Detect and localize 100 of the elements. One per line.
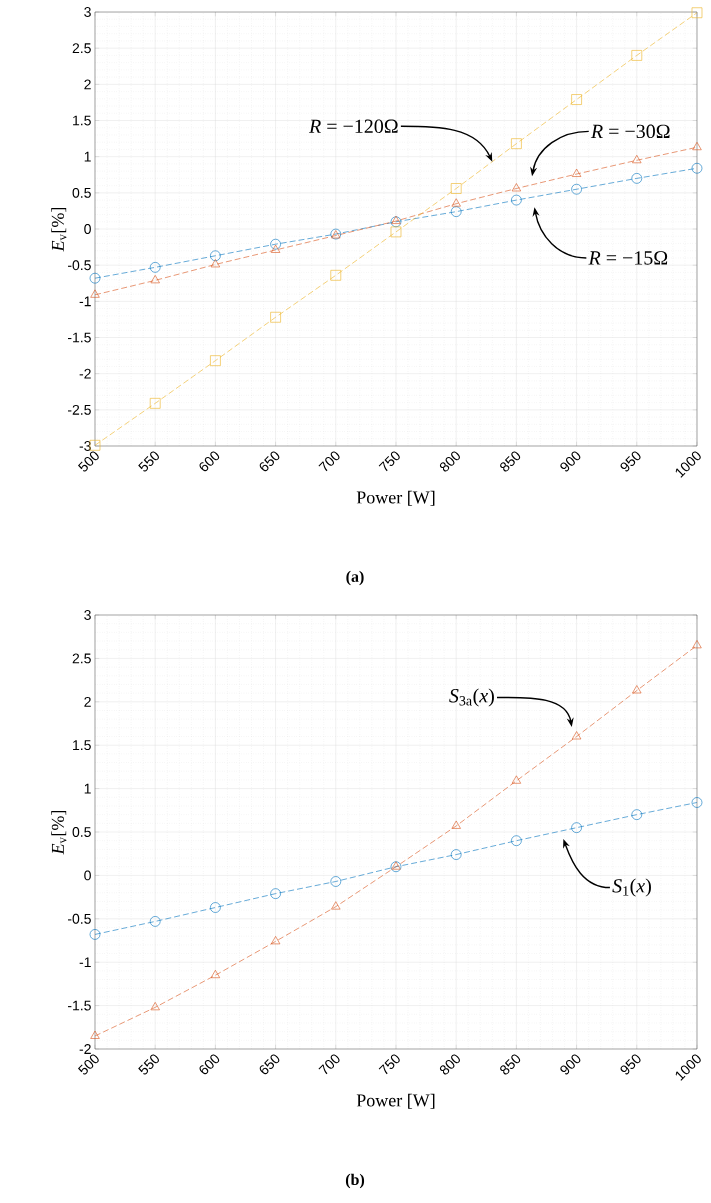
point (571, 822, 582, 833)
point (571, 731, 582, 740)
y-tick-label: 2 (84, 79, 91, 90)
point (691, 7, 703, 19)
annotation: S$_{1}$(x) (612, 878, 651, 897)
point (511, 194, 522, 206)
annotation: S$_{3a}$(x) (449, 688, 494, 707)
point (571, 94, 582, 105)
x-tick-label: 650 (259, 1054, 280, 1075)
x-tick-label: 800 (439, 1054, 460, 1075)
point (632, 685, 642, 694)
point (632, 155, 642, 164)
x-tick-label: 700 (318, 451, 340, 472)
annotation: R = −15Ω (588, 251, 668, 265)
y-tick-label: 1 (84, 151, 91, 162)
y-tick-label: -2 (79, 1044, 91, 1054)
x-tick-label: 500 (77, 451, 99, 472)
y-tick-label: -0.5 (67, 260, 91, 271)
point (571, 183, 582, 195)
point (511, 775, 522, 784)
x-tick-label: 750 (378, 451, 400, 472)
point (270, 238, 281, 250)
y-tick-label: -1.5 (67, 332, 91, 343)
point (571, 168, 582, 177)
x-tick-label: 700 (318, 1054, 340, 1075)
point (270, 311, 281, 323)
point (692, 141, 702, 151)
point (511, 183, 522, 192)
point (270, 888, 281, 899)
point (210, 969, 221, 979)
annotation: R = −30Ω (590, 124, 670, 139)
point (89, 929, 101, 940)
point (391, 215, 401, 224)
point (270, 244, 281, 253)
y-tick-label: -1 (79, 957, 91, 968)
x-tick-label: 850 (500, 1054, 521, 1075)
point (691, 797, 703, 808)
x-tick-label: 600 (199, 1054, 220, 1075)
point (330, 270, 342, 281)
y-tick-label: -1 (79, 296, 91, 307)
point (330, 876, 342, 887)
point (210, 355, 221, 366)
y-tick-label: 2.5 (72, 653, 91, 664)
y-tick-label: 0 (84, 870, 91, 881)
point (511, 835, 522, 846)
point (90, 1030, 100, 1039)
y-tick-label: 0.5 (72, 827, 91, 837)
y-tick-label: 0.5 (72, 187, 91, 198)
point (150, 1002, 160, 1011)
x-tick-label: 850 (500, 451, 521, 472)
y-tick-label: -2.5 (67, 404, 91, 415)
point (149, 262, 161, 273)
y-tick-label: 1.5 (73, 740, 91, 751)
point (631, 50, 643, 61)
x-tick-label: 900 (560, 451, 581, 472)
x-tick-label: 950 (620, 1054, 641, 1075)
text: (a) (346, 570, 364, 586)
point (450, 849, 462, 860)
point (270, 936, 281, 945)
x-tick-label: 600 (199, 451, 220, 472)
x-tick-label: 550 (138, 1054, 159, 1075)
point (331, 901, 341, 910)
point (451, 198, 461, 207)
x-axis-title: Power [W] (356, 490, 435, 506)
point (210, 902, 221, 913)
point (150, 275, 160, 284)
point (511, 138, 522, 149)
point (691, 162, 703, 174)
y-axis-title: E$_{v}$[%] (51, 810, 67, 855)
x-tick-label: 500 (77, 1054, 99, 1075)
point (149, 398, 161, 409)
x-tick-label: 750 (378, 1054, 400, 1075)
point (210, 259, 221, 268)
point (90, 289, 100, 298)
y-tick-label: -3 (79, 441, 91, 451)
point (390, 216, 402, 228)
x-tick-label: 900 (560, 1054, 581, 1075)
point (210, 250, 221, 262)
point (631, 809, 643, 820)
y-tick-label: 0 (84, 224, 91, 234)
x-tick-label: 800 (439, 451, 460, 472)
point (149, 916, 161, 927)
y-tick-label: 2 (84, 696, 91, 707)
y-tick-label: 3 (84, 610, 91, 620)
y-tick-label: 2.5 (72, 43, 91, 54)
y-tick-label: 1.5 (73, 115, 91, 126)
point (450, 206, 462, 217)
y-axis-title: E$_{v}$[%] (51, 207, 67, 252)
x-tick-label: 550 (138, 451, 159, 472)
y-tick-label: 1 (84, 783, 91, 794)
y-tick-label: -2 (79, 368, 91, 379)
x-tick-label: 650 (259, 451, 280, 472)
point (692, 640, 702, 649)
x-tick-label: 950 (620, 451, 641, 472)
annotation: R = −120Ω (308, 119, 398, 134)
y-tick-label: 3 (84, 7, 91, 17)
y-tick-label: -0.5 (67, 913, 91, 924)
point (450, 183, 462, 194)
point (631, 173, 643, 184)
point (390, 226, 402, 238)
